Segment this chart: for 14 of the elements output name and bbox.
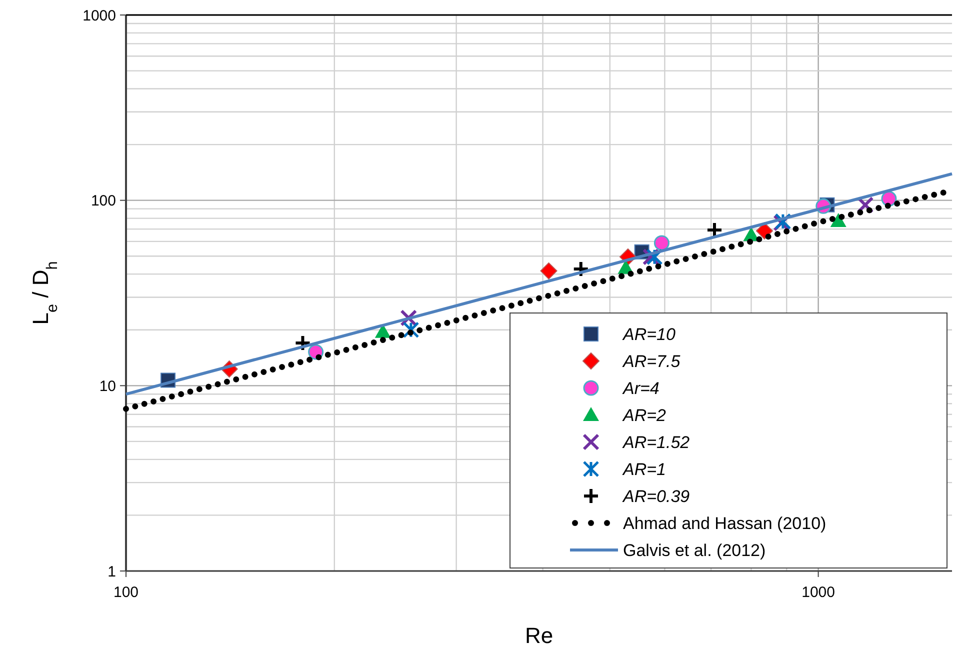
legend-label: Ahmad and Hassan (2010) bbox=[623, 514, 826, 533]
y-tick-label: 10 bbox=[99, 378, 116, 395]
y-tick-label: 1 bbox=[108, 563, 116, 580]
legend-label: AR=1.52 bbox=[622, 432, 690, 452]
legend-label: AR=0.39 bbox=[622, 486, 690, 506]
legend-label: Ar=4 bbox=[622, 378, 660, 398]
legend-label: AR=7.5 bbox=[622, 352, 681, 371]
legend-label: AR=10 bbox=[622, 324, 676, 344]
y-tick-label: 100 bbox=[90, 192, 116, 210]
y-tick-label: 1000 bbox=[82, 7, 116, 24]
legend-label: AR=1 bbox=[622, 460, 666, 479]
x-axis-title: Re bbox=[524, 623, 554, 648]
legend-label: AR=2 bbox=[622, 406, 667, 425]
legend-label: Galvis et al. (2012) bbox=[623, 540, 766, 560]
